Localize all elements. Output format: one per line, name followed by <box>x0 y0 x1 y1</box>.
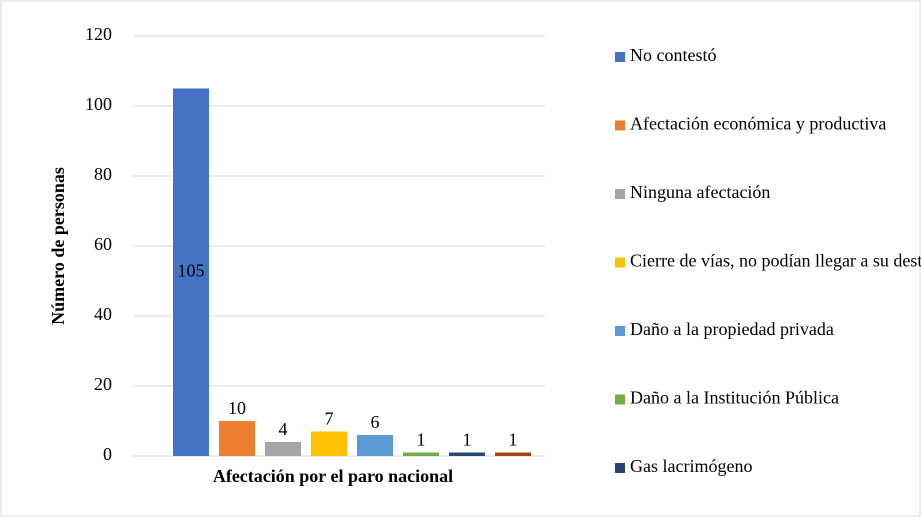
data-label: 10 <box>228 398 246 418</box>
y-tick-label: 60 <box>94 234 112 254</box>
y-tick-label: 20 <box>94 374 112 394</box>
y-tick-label: 40 <box>94 304 112 324</box>
bar <box>219 421 255 456</box>
bar <box>449 452 485 456</box>
bar <box>357 435 393 456</box>
legend-swatch <box>615 463 625 473</box>
legend-label: Cierre de vías, no podían llegar a su de… <box>630 251 921 271</box>
bar <box>311 431 347 456</box>
y-tick-label: 80 <box>94 164 112 184</box>
legend-label: Ninguna afectación <box>630 182 770 202</box>
data-label: 7 <box>325 409 334 429</box>
legend-swatch <box>615 326 625 336</box>
legend-swatch <box>615 120 625 131</box>
legend-label: No contestó <box>630 45 716 65</box>
legend-swatch <box>615 52 625 62</box>
data-label: 1 <box>509 430 518 450</box>
legend-label: Daño a la Institución Pública <box>630 388 839 408</box>
y-tick-label: 120 <box>85 24 112 44</box>
legend-swatch <box>615 189 625 199</box>
bar <box>403 452 439 456</box>
legend-swatch <box>615 257 625 268</box>
bar <box>173 88 209 456</box>
y-tick-label: 0 <box>103 444 112 464</box>
legend-label: Gas lacrimógeno <box>630 456 752 476</box>
data-label: 1 <box>463 430 472 450</box>
bar <box>265 442 301 456</box>
data-label: 105 <box>178 260 205 280</box>
data-label: 6 <box>371 412 380 432</box>
data-label: 4 <box>279 419 288 439</box>
x-axis-label: Afectación por el paro nacional <box>213 466 453 486</box>
legend-swatch <box>615 394 625 405</box>
data-label: 1 <box>417 430 426 450</box>
y-tick-label: 100 <box>85 94 112 114</box>
y-axis-label: Número de personas <box>48 167 68 325</box>
bar <box>495 452 531 456</box>
legend-label: Afectación económica y productiva <box>630 114 886 134</box>
legend-label: Daño a la propiedad privada <box>630 319 834 339</box>
